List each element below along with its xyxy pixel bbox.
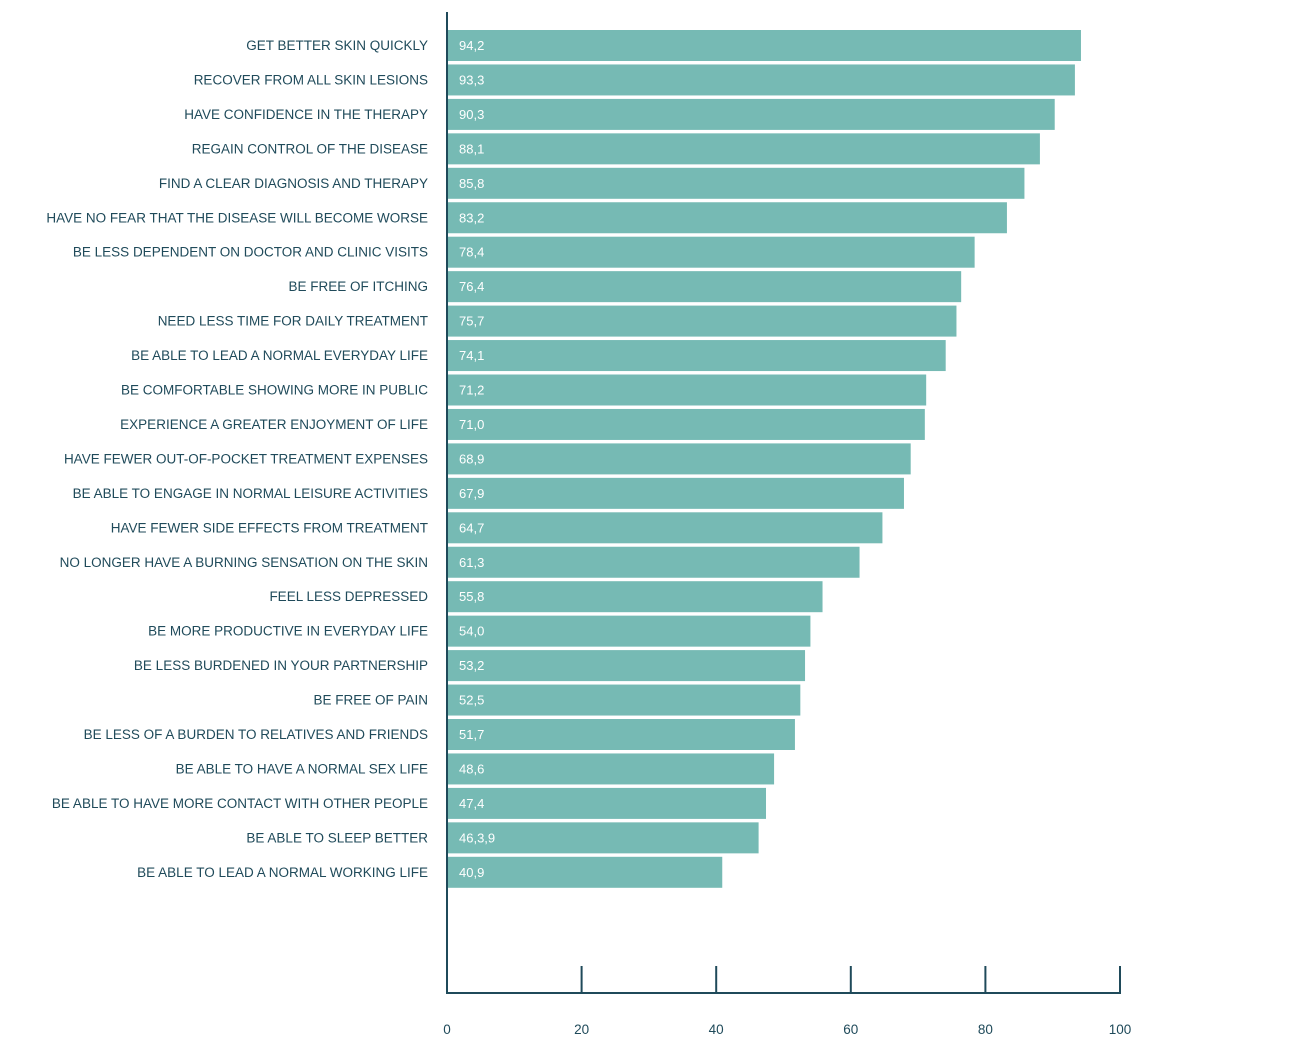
value-label: 64,7 (459, 520, 484, 535)
value-label: 46,3,9 (459, 830, 495, 845)
category-label: BE FREE OF ITCHING (288, 279, 428, 294)
category-label: REGAIN CONTROL OF THE DISEASE (192, 141, 428, 156)
bar (447, 202, 1007, 234)
bars-layer: 94,2 GET BETTER SKIN QUICKLY 93,3 RECOVER F… (46, 30, 1081, 888)
bar (447, 30, 1081, 61)
bar (447, 374, 927, 406)
category-label: BE ABLE TO ENGAGE IN NORMAL LEISURE ACTI… (73, 486, 428, 501)
bar (447, 98, 1055, 130)
category-label: BE LESS BURDENED IN YOUR PARTNERSHIP (134, 658, 428, 673)
category-label: BE ABLE TO HAVE A NORMAL SEX LIFE (176, 761, 428, 776)
x-tick-label: 60 (843, 1022, 858, 1037)
axes-layer: 0 20 40 60 80 100 (443, 12, 1131, 1037)
value-label: 78,4 (459, 245, 484, 260)
category-label: GET BETTER SKIN QUICKLY (246, 38, 428, 53)
category-label: HAVE FEWER OUT-OF-POCKET TREATMENT EXPEN… (64, 451, 428, 466)
value-label: 71,2 (459, 383, 484, 398)
value-label: 85,8 (459, 176, 484, 191)
bar (447, 167, 1025, 199)
value-label: 55,8 (459, 589, 484, 604)
category-label: EXPERIENCE A GREATER ENJOYMENT OF LIFE (120, 417, 428, 432)
category-label: FEEL LESS DEPRESSED (269, 589, 428, 604)
value-label: 54,0 (459, 624, 484, 639)
value-label: 83,2 (459, 210, 484, 225)
bar (447, 753, 775, 785)
bar (447, 581, 823, 613)
bar (447, 477, 904, 509)
bar (447, 615, 811, 647)
x-tick-label: 20 (574, 1022, 589, 1037)
value-label: 90,3 (459, 107, 484, 122)
bar (447, 650, 806, 682)
bar (447, 512, 883, 544)
bar (447, 856, 723, 888)
bar (447, 408, 925, 440)
value-label: 68,9 (459, 451, 484, 466)
value-label: 94,2 (459, 38, 484, 53)
category-label: BE MORE PRODUCTIVE IN EVERYDAY LIFE (148, 624, 428, 639)
value-label: 47,4 (459, 796, 484, 811)
value-label: 61,3 (459, 555, 484, 570)
value-label: 40,9 (459, 865, 484, 880)
category-label: BE COMFORTABLE SHOWING MORE IN PUBLIC (121, 383, 428, 398)
category-label: NO LONGER HAVE A BURNING SENSATION ON TH… (60, 555, 428, 570)
category-label: HAVE FEWER SIDE EFFECTS FROM TREATMENT (111, 520, 428, 535)
bar (447, 305, 957, 337)
category-label: BE ABLE TO SLEEP BETTER (246, 830, 428, 845)
value-label: 67,9 (459, 486, 484, 501)
value-label: 51,7 (459, 727, 484, 742)
value-label: 88,1 (459, 141, 484, 156)
category-label: BE ABLE TO HAVE MORE CONTACT WITH OTHER … (52, 796, 428, 811)
value-label: 48,6 (459, 761, 484, 776)
value-label: 74,1 (459, 348, 484, 363)
category-label: BE LESS OF A BURDEN TO RELATIVES AND FRI… (84, 727, 428, 742)
value-label: 71,0 (459, 417, 484, 432)
bar (447, 64, 1075, 96)
bar (447, 340, 946, 372)
category-label: HAVE NO FEAR THAT THE DISEASE WILL BECOM… (46, 210, 428, 225)
category-label: NEED LESS TIME FOR DAILY TREATMENT (158, 314, 428, 329)
category-label: BE ABLE TO LEAD A NORMAL WORKING LIFE (137, 865, 428, 880)
bar (447, 236, 975, 268)
bar (447, 719, 795, 750)
x-tick-label: 100 (1109, 1022, 1132, 1037)
value-label: 75,7 (459, 314, 484, 329)
x-tick-label: 0 (443, 1022, 451, 1037)
category-label: BE FREE OF PAIN (313, 693, 428, 708)
bar (447, 546, 860, 578)
value-label: 53,2 (459, 658, 484, 673)
category-label: BE LESS DEPENDENT ON DOCTOR AND CLINIC V… (73, 245, 428, 260)
category-label: BE ABLE TO LEAD A NORMAL EVERYDAY LIFE (131, 348, 428, 363)
value-label: 52,5 (459, 693, 484, 708)
category-label: HAVE CONFIDENCE IN THE THERAPY (184, 107, 428, 122)
x-tick-label: 80 (978, 1022, 993, 1037)
value-label: 93,3 (459, 72, 484, 87)
bar (447, 787, 767, 819)
bar (447, 133, 1040, 165)
bar (447, 822, 759, 854)
x-tick-label: 40 (709, 1022, 724, 1037)
bar (447, 271, 962, 303)
category-label: RECOVER FROM ALL SKIN LESIONS (194, 72, 428, 87)
value-label: 76,4 (459, 279, 484, 294)
bar (447, 443, 911, 475)
bar (447, 684, 801, 716)
category-label: FIND A CLEAR DIAGNOSIS AND THERAPY (159, 176, 428, 191)
